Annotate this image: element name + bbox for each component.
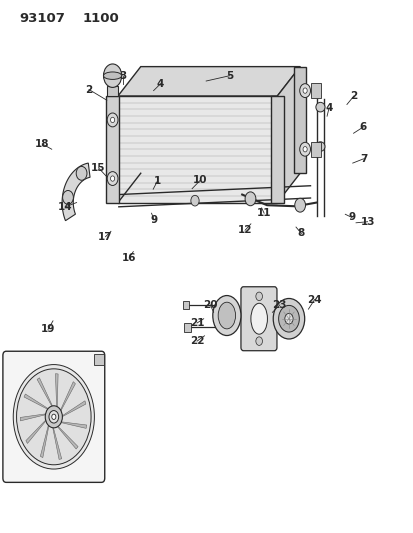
Circle shape	[302, 88, 306, 93]
FancyBboxPatch shape	[182, 301, 189, 309]
Text: 15: 15	[91, 163, 106, 173]
Polygon shape	[52, 427, 62, 459]
Ellipse shape	[315, 102, 324, 112]
Text: 2: 2	[349, 91, 357, 101]
Text: 93107: 93107	[20, 12, 66, 25]
Ellipse shape	[212, 295, 240, 336]
Text: 19: 19	[41, 325, 55, 334]
Circle shape	[110, 117, 114, 123]
Circle shape	[190, 196, 199, 206]
Circle shape	[255, 292, 262, 301]
Polygon shape	[277, 67, 299, 203]
FancyBboxPatch shape	[240, 287, 276, 351]
Text: 6: 6	[359, 122, 366, 132]
Ellipse shape	[315, 142, 324, 151]
Text: 9: 9	[347, 213, 355, 222]
Circle shape	[299, 84, 310, 98]
FancyBboxPatch shape	[3, 351, 104, 482]
Polygon shape	[60, 382, 75, 411]
Text: 1100: 1100	[83, 12, 119, 25]
Circle shape	[299, 142, 310, 156]
Text: 24: 24	[306, 295, 321, 304]
Text: 3: 3	[119, 71, 127, 80]
Bar	[94, 354, 104, 365]
Text: 4: 4	[325, 103, 332, 112]
Polygon shape	[24, 394, 48, 409]
Circle shape	[273, 298, 304, 339]
Text: 12: 12	[237, 225, 252, 235]
Bar	[310, 142, 320, 157]
Bar	[310, 83, 320, 98]
Text: 2: 2	[85, 85, 93, 94]
Polygon shape	[62, 163, 90, 221]
Text: 16: 16	[121, 253, 136, 263]
Text: 10: 10	[192, 175, 207, 185]
Polygon shape	[61, 422, 87, 429]
Text: 13: 13	[359, 217, 374, 227]
Polygon shape	[26, 420, 46, 443]
Text: 9: 9	[150, 215, 157, 224]
Circle shape	[284, 313, 292, 324]
Circle shape	[45, 406, 62, 428]
Circle shape	[17, 369, 91, 465]
Text: 21: 21	[189, 318, 204, 328]
Circle shape	[76, 166, 87, 180]
Text: 4: 4	[157, 79, 164, 88]
Text: 5: 5	[225, 71, 233, 80]
Text: 22: 22	[189, 336, 204, 346]
Circle shape	[107, 172, 118, 185]
Text: 8: 8	[297, 229, 304, 238]
Polygon shape	[55, 374, 58, 407]
Text: 11: 11	[256, 208, 271, 218]
Ellipse shape	[250, 303, 267, 334]
Circle shape	[107, 113, 118, 127]
Bar	[107, 86, 118, 96]
Text: 14: 14	[58, 202, 73, 212]
Circle shape	[255, 337, 262, 345]
Polygon shape	[20, 414, 46, 421]
Circle shape	[52, 414, 56, 419]
Polygon shape	[118, 67, 299, 96]
Circle shape	[244, 192, 255, 206]
Polygon shape	[57, 426, 78, 449]
Circle shape	[302, 147, 306, 152]
Text: 18: 18	[35, 139, 50, 149]
Ellipse shape	[103, 72, 121, 79]
FancyBboxPatch shape	[184, 323, 190, 332]
Text: 7: 7	[359, 154, 366, 164]
Circle shape	[49, 410, 59, 423]
Circle shape	[294, 198, 305, 212]
Circle shape	[278, 305, 299, 332]
Bar	[106, 96, 119, 203]
Polygon shape	[37, 378, 52, 407]
Polygon shape	[40, 425, 49, 458]
Bar	[271, 96, 283, 203]
Text: 17: 17	[98, 232, 113, 241]
Circle shape	[103, 64, 121, 87]
Bar	[293, 67, 306, 173]
Text: 23: 23	[272, 300, 287, 310]
Polygon shape	[62, 401, 85, 417]
Text: 1: 1	[153, 176, 161, 186]
Circle shape	[62, 190, 73, 204]
Circle shape	[13, 365, 94, 469]
Bar	[118, 96, 277, 203]
Ellipse shape	[218, 302, 235, 329]
Text: 20: 20	[202, 300, 217, 310]
Circle shape	[110, 176, 114, 181]
